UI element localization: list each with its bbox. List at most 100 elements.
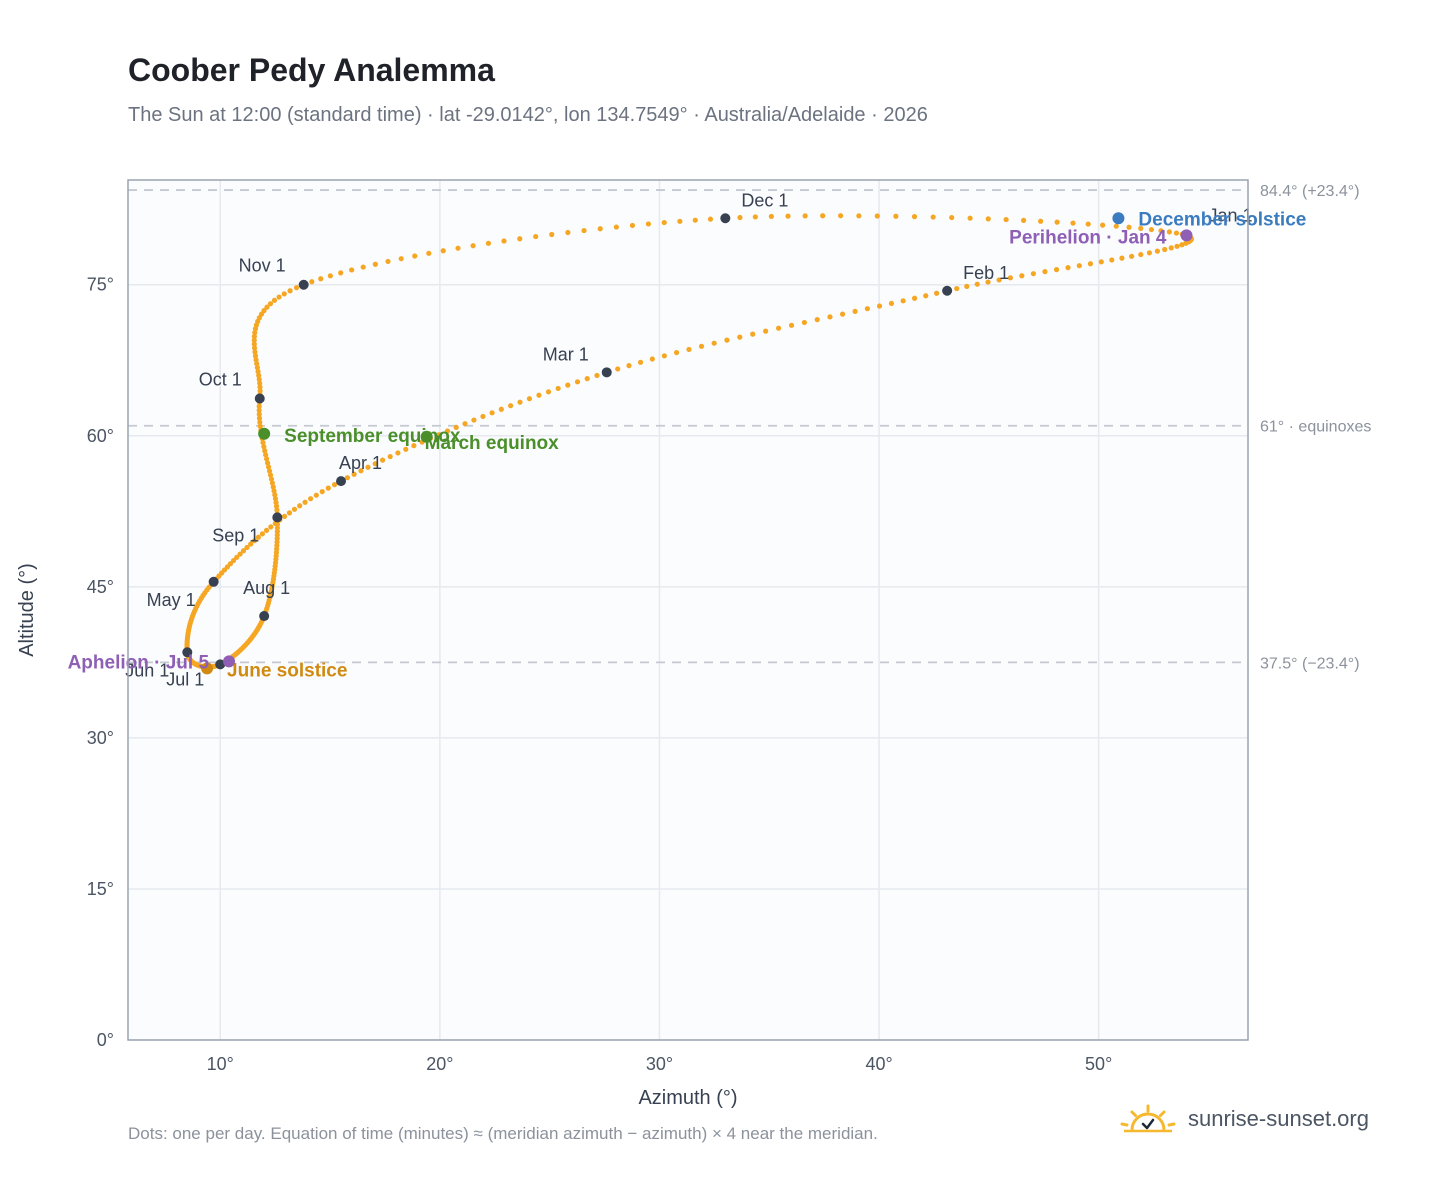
daily-dot [1054,219,1060,225]
daily-dot [1109,257,1115,263]
daily-dot [533,233,539,240]
x-tick-label: 30° [646,1054,673,1074]
daily-dot [498,406,504,412]
daily-dot [661,353,667,359]
month-label: Jun 1 [125,660,169,680]
daily-dot [470,243,476,249]
y-tick-label: 0° [97,1030,114,1050]
daily-dot [574,379,581,385]
daily-dot [613,224,619,230]
daily-dot [737,334,743,340]
daily-dot [698,343,705,349]
daily-dot [372,461,378,467]
y-axis-label: Altitude (°) [16,563,38,657]
month-marker [254,393,265,404]
month-marker [336,476,347,487]
daily-dot [1138,251,1144,258]
reference-lines: 84.4° (+23.4°) 61° · equinoxes 37.5° (−23.… [128,183,1371,672]
daily-dot [597,226,603,232]
daily-dot [319,489,325,495]
footnote: Dots: one per day. Equation of time (min… [128,1124,878,1143]
daily-dot [1053,267,1060,273]
month-label: Jul 1 [166,669,204,689]
daily-dot [1138,225,1144,232]
daily-dot [996,277,1002,283]
daily-dot [775,325,782,331]
x-axis-label: Azimuth (°) [638,1087,737,1109]
daily-dot [380,457,386,463]
daily-dot [287,288,293,294]
daily-dot [615,366,621,372]
month-label: Apr 1 [339,453,382,473]
daily-dot [272,492,278,498]
brand[interactable]: sunrise-sunset.org [1120,1104,1369,1134]
event-marker [201,662,214,675]
daily-dot [261,444,267,450]
y-tick-label: 15° [87,879,114,899]
daily-dot [839,311,846,317]
sun-icon [1120,1104,1176,1133]
daily-dot [737,214,743,221]
daily-dot [251,333,257,340]
daily-dot [594,372,600,379]
daily-dot [888,300,895,307]
daily-dot [768,213,774,220]
daily-dot [555,385,561,392]
daily-dot [261,308,267,314]
daily-dot [276,294,282,300]
daily-dot [1179,242,1185,248]
daily-dot [1098,259,1104,265]
daily-dot [893,213,899,219]
y-tick-label: 45° [87,577,114,597]
daily-dot [1076,263,1082,269]
daily-dot [1162,246,1168,253]
reference-line-label: 61° · equinoxes [1260,419,1371,436]
month-marker [259,611,270,622]
daily-dot [256,372,262,379]
daily-dot [263,527,270,533]
month-label: Mar 1 [543,344,589,364]
month-marker [272,512,283,523]
daily-dot [281,291,287,297]
daily-dot [1154,248,1161,254]
daily-dot [536,392,542,398]
daily-dot [649,356,655,362]
daily-dot [387,453,393,460]
daily-dot [911,214,918,220]
x-tick-label: 50° [1085,1054,1112,1074]
daily-dot [1168,245,1174,251]
daily-dot [763,328,769,334]
event-label: March equinox [425,433,560,454]
daily-dot [440,248,446,254]
daily-dot [251,538,258,544]
month-label: May 1 [147,590,196,610]
daily-dot [661,219,667,226]
daily-dot [637,359,644,365]
daily-dot [949,214,955,221]
brand-name[interactable]: sunrise-sunset.org [1188,1106,1369,1131]
daily-dot [707,216,714,222]
daily-dot [964,283,970,289]
daily-dot [256,415,263,421]
daily-dot [549,231,555,238]
daily-dot [254,365,260,371]
daily-dot [1019,273,1025,279]
chart-subtitle: The Sun at 12:00 (standard time) · lat -… [128,104,928,126]
daily-dot [265,460,271,466]
daily-dot [271,488,277,494]
daily-dot [268,476,275,482]
daily-dot [1113,223,1119,229]
x-tick-label: 40° [865,1054,892,1074]
month-label: Sep 1 [212,525,259,545]
daily-dot [255,534,261,540]
daily-dot [244,544,250,551]
daily-dot [273,499,279,506]
daily-dot [1030,271,1036,277]
daily-dot [255,368,261,375]
daily-dot [265,464,272,470]
event-label: June solstice [227,660,347,681]
month-label: Aug 1 [243,578,290,598]
daily-dot [1038,218,1044,224]
